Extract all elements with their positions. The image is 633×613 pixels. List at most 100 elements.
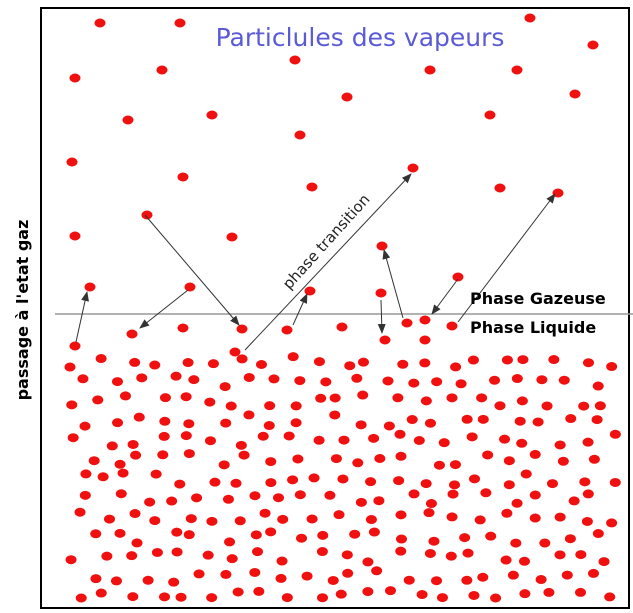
particle bbox=[290, 418, 302, 428]
particle bbox=[592, 529, 604, 539]
particle bbox=[516, 438, 528, 448]
particle bbox=[306, 514, 318, 524]
particle bbox=[171, 527, 183, 537]
particle bbox=[69, 73, 81, 83]
particle bbox=[265, 478, 277, 488]
particle bbox=[259, 508, 271, 518]
particle bbox=[64, 362, 76, 372]
particle bbox=[294, 376, 306, 386]
particle bbox=[313, 357, 325, 367]
particle bbox=[131, 538, 143, 548]
particle bbox=[569, 89, 581, 99]
particle bbox=[219, 382, 231, 392]
particle bbox=[320, 377, 332, 387]
particle bbox=[543, 587, 555, 597]
liquid-phase-label: Phase Liquide bbox=[470, 318, 596, 337]
arrow bbox=[139, 289, 189, 329]
particle bbox=[225, 401, 237, 411]
particle bbox=[511, 65, 523, 75]
particle bbox=[419, 335, 431, 345]
particle bbox=[520, 469, 532, 479]
particle bbox=[368, 527, 380, 537]
particle bbox=[206, 516, 218, 526]
particle bbox=[476, 393, 488, 403]
particle bbox=[374, 453, 386, 463]
particle bbox=[338, 435, 350, 445]
particle bbox=[166, 496, 178, 506]
particle bbox=[95, 354, 107, 364]
particle bbox=[220, 418, 232, 428]
particle bbox=[362, 587, 374, 597]
particle bbox=[552, 188, 564, 198]
particle bbox=[336, 322, 348, 332]
particle bbox=[466, 432, 478, 442]
particle bbox=[126, 551, 138, 561]
particle bbox=[373, 496, 385, 506]
particle bbox=[395, 510, 407, 520]
particle bbox=[296, 533, 308, 543]
particle bbox=[275, 573, 287, 583]
particle bbox=[436, 593, 448, 603]
particle bbox=[127, 439, 139, 449]
particle bbox=[226, 554, 238, 564]
particle bbox=[129, 357, 141, 367]
particle bbox=[126, 329, 138, 339]
particle bbox=[114, 528, 126, 538]
particle bbox=[230, 478, 242, 488]
particle bbox=[517, 355, 529, 365]
particle bbox=[127, 592, 139, 602]
particle bbox=[281, 325, 293, 335]
particle bbox=[151, 547, 163, 557]
particle bbox=[142, 575, 154, 585]
particle bbox=[352, 458, 364, 468]
particle bbox=[419, 315, 431, 325]
particle bbox=[355, 497, 367, 507]
arrow bbox=[244, 173, 412, 351]
particle bbox=[587, 40, 599, 50]
particle bbox=[94, 18, 106, 28]
particle bbox=[157, 450, 169, 460]
title: Particlules des vapeurs bbox=[216, 23, 505, 52]
particle bbox=[174, 479, 186, 489]
particle bbox=[501, 508, 513, 518]
particle bbox=[401, 318, 413, 328]
particle bbox=[609, 477, 621, 487]
side-label: passage à l'etat gaz bbox=[13, 220, 32, 401]
particle bbox=[220, 569, 232, 579]
particle bbox=[250, 530, 262, 540]
particle bbox=[365, 477, 377, 487]
particle bbox=[407, 163, 419, 173]
particle bbox=[141, 210, 153, 220]
particle bbox=[579, 477, 591, 487]
particle bbox=[539, 538, 551, 548]
particle bbox=[69, 341, 81, 351]
particle bbox=[290, 401, 302, 411]
particle bbox=[516, 396, 528, 406]
particle bbox=[461, 414, 473, 424]
particle bbox=[368, 433, 380, 443]
particle bbox=[119, 391, 131, 401]
particle bbox=[482, 450, 494, 460]
particle bbox=[264, 401, 276, 411]
particle bbox=[183, 449, 195, 459]
arrow bbox=[75, 291, 89, 343]
particle bbox=[235, 440, 247, 450]
particle bbox=[594, 401, 606, 411]
particle bbox=[206, 593, 218, 603]
particle bbox=[88, 456, 100, 466]
particle bbox=[420, 479, 432, 489]
particle bbox=[268, 374, 280, 384]
particle bbox=[255, 359, 267, 369]
particle bbox=[581, 516, 593, 526]
particle bbox=[420, 396, 432, 406]
particle bbox=[330, 454, 342, 464]
particle bbox=[419, 358, 431, 368]
particle bbox=[92, 395, 104, 405]
particle bbox=[532, 417, 544, 427]
particle bbox=[455, 379, 467, 389]
particle bbox=[406, 415, 418, 425]
particle bbox=[341, 92, 353, 102]
particle bbox=[561, 570, 573, 580]
particle bbox=[229, 347, 241, 357]
particle bbox=[485, 531, 497, 541]
